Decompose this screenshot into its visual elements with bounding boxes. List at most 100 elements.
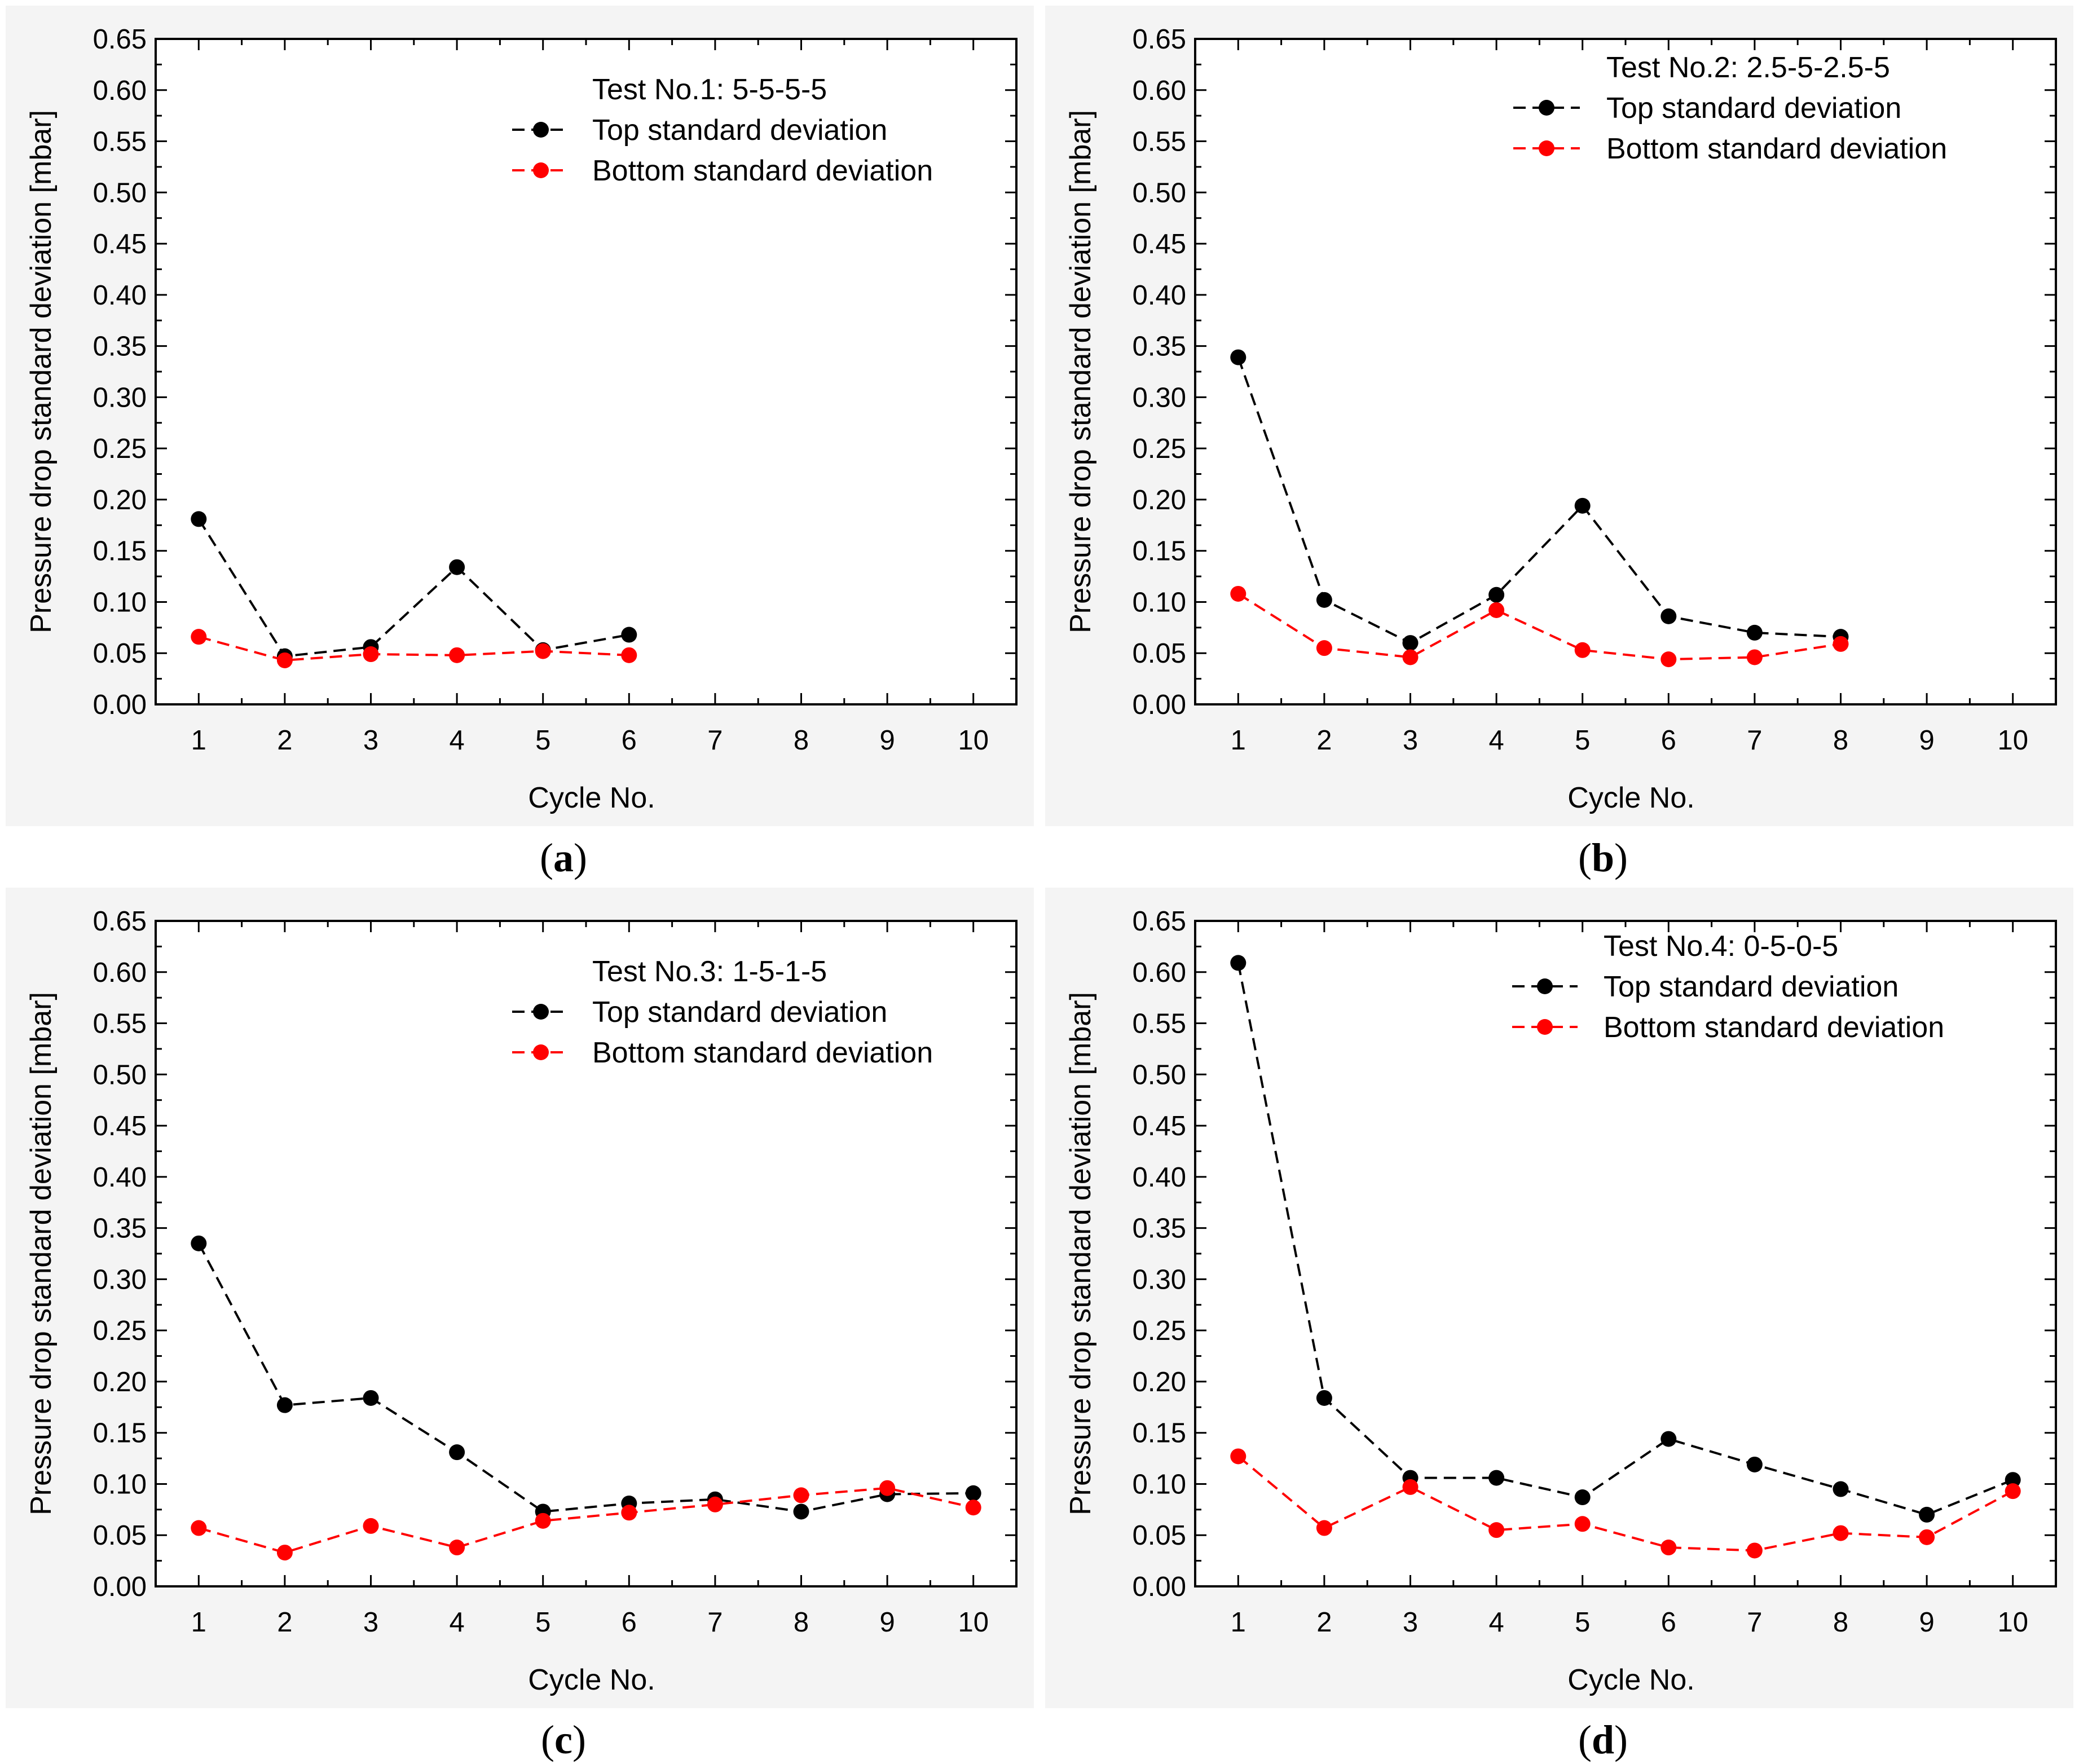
panel-label-open: ( — [540, 835, 553, 880]
plot-area — [156, 39, 1016, 704]
y-tick-label: 0.05 — [1133, 1520, 1186, 1551]
x-tick-label: 8 — [794, 725, 809, 756]
panel-a: 0.00 0.05 0.10 0.15 0.20 0.25 0.30 0.35 0.40 0.45… — [0, 0, 1040, 882]
y-tick-label: 0.25 — [93, 1316, 147, 1346]
legend-label: Top standard deviation — [1604, 971, 1899, 1003]
panel-label: (b) — [1578, 835, 1628, 880]
y-tick-label: 0.00 — [1133, 690, 1186, 720]
x-tick-label: 10 — [1997, 725, 2028, 756]
bottom-data-point — [1746, 649, 1763, 665]
y-tick-label: 0.15 — [1133, 1418, 1186, 1449]
x-tick-label: 8 — [1833, 1607, 1848, 1638]
bottom-data-point — [363, 646, 379, 663]
bottom-data-point — [1402, 1479, 1419, 1495]
top-data-point — [1488, 1470, 1505, 1486]
bottom-data-point — [535, 1512, 551, 1529]
x-tick-label: 7 — [707, 1607, 723, 1638]
y-tick-label: 0.05 — [93, 638, 147, 669]
y-tick-label: 0.20 — [93, 485, 147, 515]
bottom-series-line — [198, 636, 629, 662]
bottom-data-point — [1316, 1520, 1332, 1536]
top-series-line — [197, 518, 629, 658]
top-series-line — [1237, 963, 2014, 1516]
top-data-point — [276, 1397, 293, 1413]
y-tick-label: 0.05 — [93, 1520, 147, 1551]
top-data-point — [1574, 1489, 1591, 1506]
x-tick-label: 8 — [794, 1607, 809, 1638]
x-tick-label: 1 — [1231, 1607, 1246, 1638]
x-tick-label: 7 — [1747, 725, 1762, 756]
bottom-data-point — [1230, 585, 1246, 602]
plot-frame — [1194, 920, 2057, 1587]
top-data-point — [2005, 1472, 2021, 1488]
panel-label-open: ( — [1578, 835, 1592, 880]
x-tick-label: 9 — [879, 1607, 895, 1638]
bottom-series-line — [1237, 1455, 2014, 1552]
y-tick-label: 0.45 — [93, 1111, 147, 1141]
bottom-data-point — [1488, 1522, 1505, 1538]
x-tick-label: 10 — [958, 1607, 989, 1638]
y-tick-label: 0.15 — [1133, 536, 1186, 567]
legend-label: Bottom standard deviation — [1606, 133, 1947, 165]
x-tick-label: 7 — [707, 725, 723, 756]
top-data-point — [1316, 1390, 1332, 1406]
bottom-series-line — [1237, 593, 1841, 661]
bottom-data-point — [1919, 1529, 1935, 1545]
y-tick-label: 0.10 — [1133, 587, 1186, 618]
y-tick-label: 0.00 — [93, 690, 147, 720]
y-tick-label: 0.45 — [1133, 229, 1186, 259]
x-tick-label: 2 — [1316, 1607, 1332, 1638]
legend-marker — [533, 122, 549, 138]
legend-label: Bottom standard deviation — [592, 155, 933, 187]
top-data-point — [449, 1444, 465, 1461]
y-tick-label: 0.40 — [93, 280, 147, 311]
x-tick-label: 6 — [622, 725, 637, 756]
panel-label: (d) — [1578, 1717, 1628, 1762]
x-tick-label: 5 — [535, 1607, 550, 1638]
bottom-data-point — [1833, 1525, 1849, 1541]
bottom-data-point — [535, 643, 551, 659]
y-tick-label: 0.30 — [1133, 1264, 1186, 1295]
y-tick-label: 0.15 — [93, 1418, 147, 1449]
x-tick-label: 6 — [622, 1607, 637, 1638]
chart-svg: 0.00 0.05 0.10 0.15 0.20 0.25 0.30 0.35 0.40 0.45… — [1045, 6, 2073, 880]
bottom-data-point — [363, 1518, 379, 1534]
panel-label-letter: d — [1592, 1717, 1614, 1762]
bottom-data-point — [191, 629, 207, 645]
bottom-data-point — [1660, 1540, 1677, 1556]
bottom-data-point — [191, 1520, 207, 1536]
y-tick-label: 0.55 — [93, 127, 147, 157]
chart-svg: 0.00 0.05 0.10 0.15 0.20 0.25 0.30 0.35 0.40 0.45… — [6, 6, 1034, 880]
x-tick-label: 4 — [449, 1607, 464, 1638]
y-tick-label: 0.55 — [93, 1009, 147, 1039]
x-tick-label: 9 — [879, 725, 895, 756]
top-data-point — [1746, 1456, 1763, 1472]
legend-marker — [1539, 140, 1554, 156]
legend-label: Top standard deviation — [592, 114, 887, 147]
top-data-point — [1230, 955, 1246, 971]
x-axis-label: Cycle No. — [528, 1664, 655, 1696]
panel-label: (a) — [540, 835, 587, 880]
plot-area — [156, 921, 1016, 1586]
x-tick-label: 2 — [277, 725, 292, 756]
y-tick-label: 0.65 — [93, 24, 147, 55]
y-tick-label: 0.65 — [1133, 906, 1186, 937]
panel-label-close: ) — [572, 1717, 586, 1762]
x-tick-label: 4 — [1488, 725, 1504, 756]
x-tick-label: 5 — [535, 725, 550, 756]
x-tick-label: 1 — [191, 725, 206, 756]
top-data-point — [1660, 608, 1677, 624]
top-data-point — [363, 1390, 379, 1406]
bottom-data-point — [276, 652, 293, 668]
x-tick-label: 3 — [1403, 1607, 1418, 1638]
x-axis-label: Cycle No. — [528, 782, 655, 814]
top-data-point — [965, 1485, 981, 1501]
y-tick-label: 0.15 — [93, 536, 147, 567]
y-tick-label: 0.60 — [1133, 958, 1186, 988]
y-tick-label: 0.10 — [93, 1469, 147, 1500]
y-tick-label: 0.40 — [93, 1162, 147, 1193]
bottom-data-point — [793, 1487, 809, 1503]
y-tick-label: 0.10 — [1133, 1469, 1186, 1500]
bottom-data-point — [1660, 651, 1677, 668]
y-tick-label: 0.50 — [93, 178, 147, 208]
